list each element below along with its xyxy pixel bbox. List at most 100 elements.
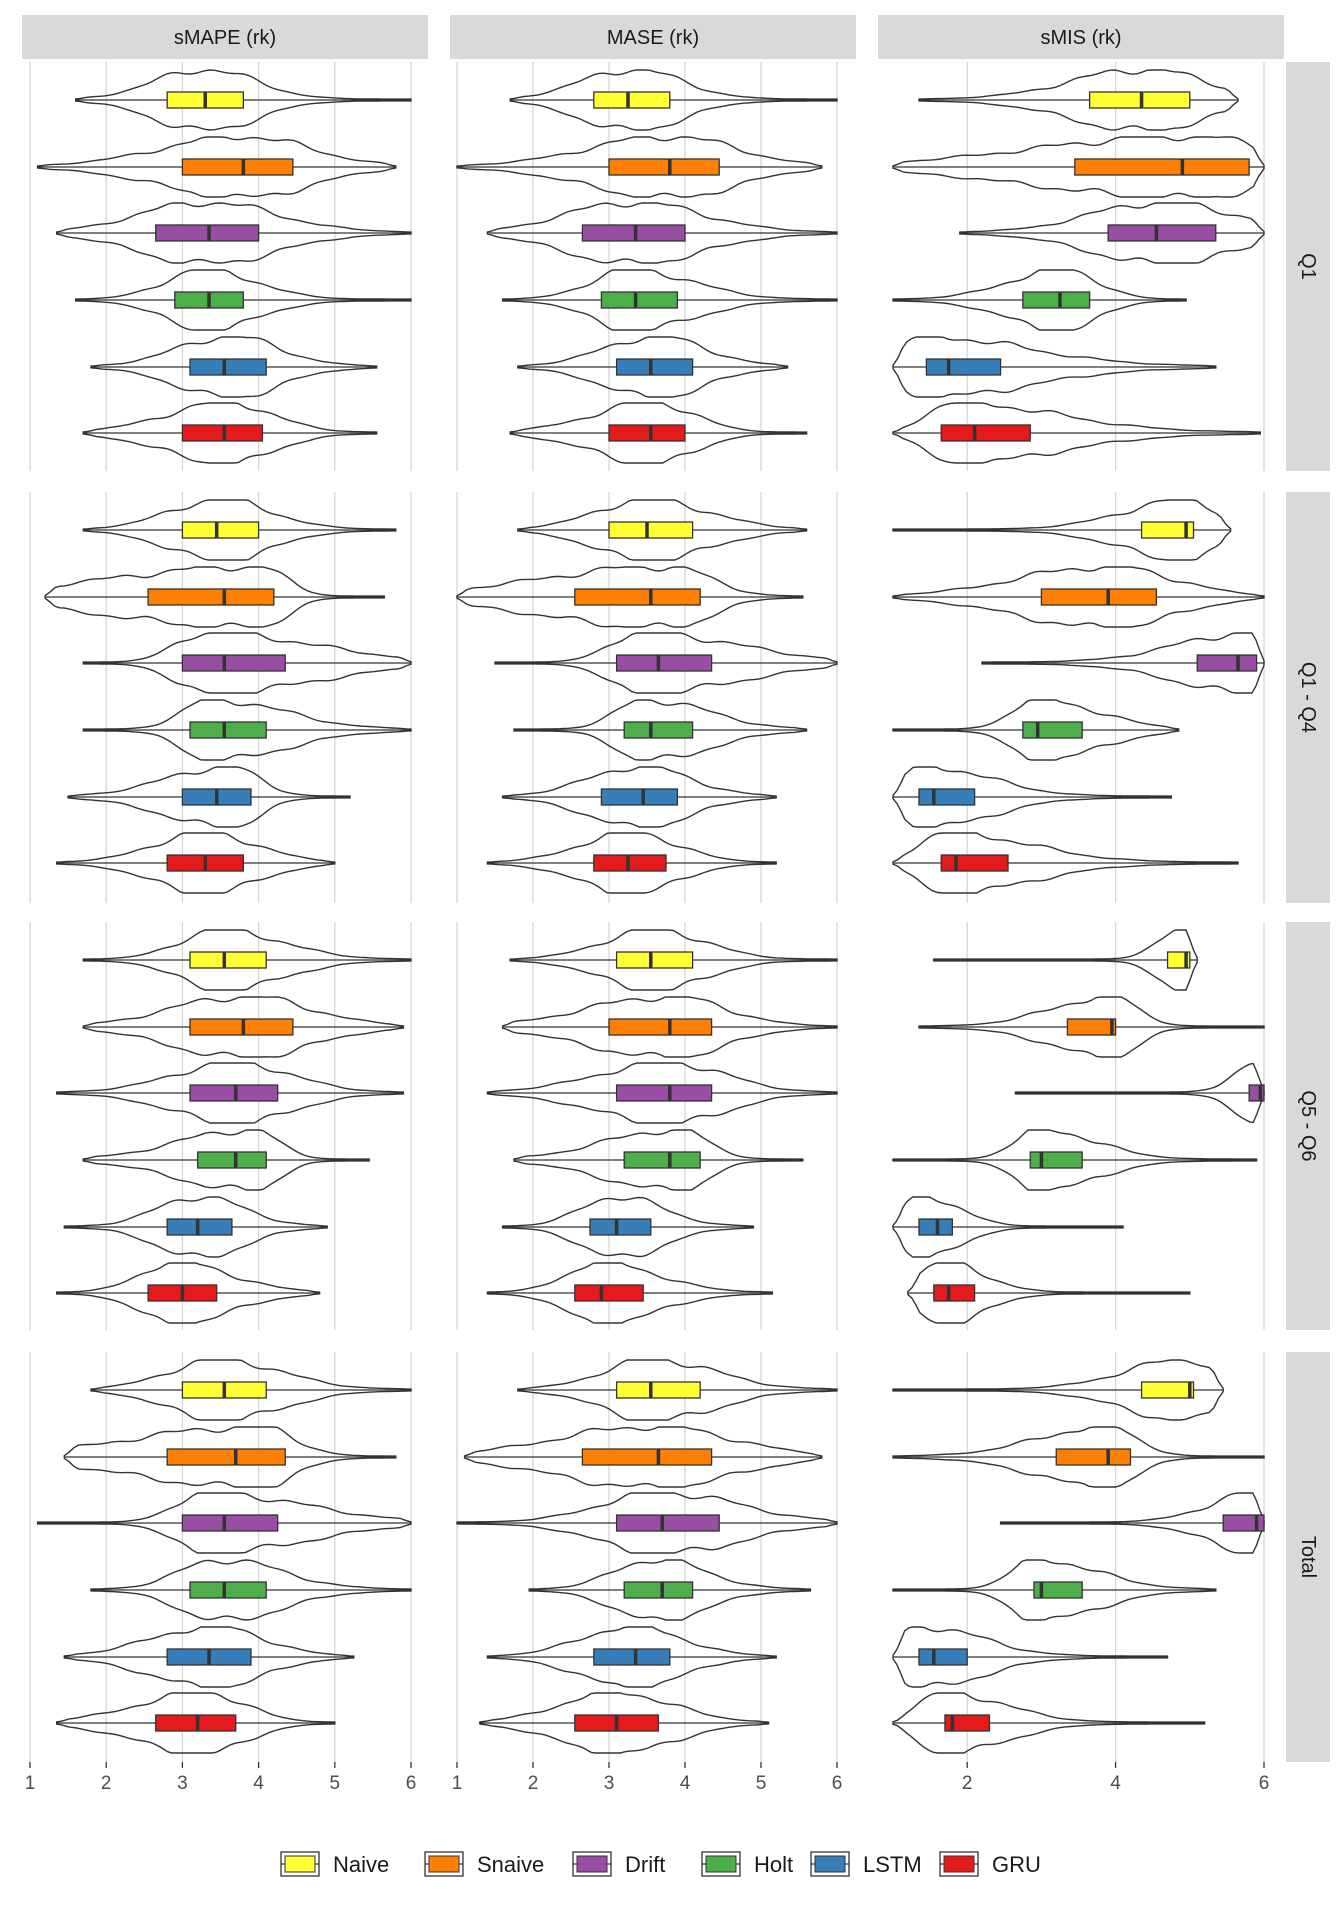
legend-item: Holt <box>701 1851 793 1877</box>
row-strip <box>1286 62 1330 471</box>
panel-background <box>450 62 856 471</box>
violin-shape <box>456 136 823 198</box>
box-body <box>581 1448 713 1466</box>
box-body <box>1022 291 1091 309</box>
box-body <box>940 854 1009 872</box>
facet-panel <box>22 492 428 903</box>
facet-panel <box>878 62 1284 471</box>
box-body <box>933 1284 976 1302</box>
box-body <box>615 1381 701 1399</box>
violin-shape <box>82 632 412 694</box>
violin-shape <box>907 1262 1191 1324</box>
violin-shape <box>90 1359 412 1421</box>
violin-shape <box>959 202 1265 264</box>
legend-swatch <box>705 1855 737 1873</box>
x-tick-label: 6 <box>832 1773 843 1794</box>
x-tick-label: 1 <box>25 1773 36 1794</box>
violin-shape <box>517 1359 838 1421</box>
violin-shape <box>892 832 1239 894</box>
violin-shape <box>892 336 1217 398</box>
legend-swatch <box>943 1855 975 1873</box>
box-body <box>189 1581 267 1599</box>
box-body <box>600 788 679 806</box>
violin-shape <box>933 929 1198 991</box>
row-strip-label: Total <box>1297 1536 1319 1578</box>
violin-shape <box>56 1692 336 1754</box>
violin-shape <box>82 996 405 1058</box>
box-body <box>1040 588 1158 606</box>
column-strip-label: MASE (rk) <box>607 27 699 49</box>
x-tick-label: 1 <box>452 1773 463 1794</box>
violin-shape <box>892 566 1265 628</box>
x-tick-label: 6 <box>1259 1773 1270 1794</box>
x-tick-label: 5 <box>330 1773 341 1794</box>
violin-shape <box>501 766 777 828</box>
facet-panel <box>22 922 428 1330</box>
violin-shape <box>918 996 1265 1058</box>
box-body <box>1074 158 1250 176</box>
violin-shape <box>56 202 412 264</box>
column-strip <box>450 15 856 59</box>
violin-shape <box>456 1492 838 1554</box>
box-body <box>1022 721 1083 739</box>
panel-background <box>878 1352 1284 1762</box>
violin-shape <box>892 269 1187 331</box>
panel-background <box>22 62 428 471</box>
legend-label: Holt <box>754 1852 793 1877</box>
x-tick-label: 4 <box>1110 1773 1121 1794</box>
violin-shape <box>486 1062 838 1124</box>
legend-item: Snaive <box>424 1851 544 1877</box>
violin-shape <box>82 402 378 464</box>
violin-shape <box>513 1129 804 1191</box>
legend-label: Naive <box>333 1852 389 1877</box>
x-tick-label: 4 <box>253 1773 264 1794</box>
column-strip-label: sMIS (rk) <box>1040 27 1121 49</box>
facet-panel <box>450 62 856 471</box>
panel-background <box>22 922 428 1330</box>
violin-shape <box>501 1196 755 1258</box>
box-body <box>1107 224 1217 242</box>
box-body <box>1066 1018 1117 1036</box>
box-body <box>181 424 264 442</box>
box-body <box>940 424 1031 442</box>
legend-item: Naive <box>280 1851 389 1877</box>
violin-shape <box>517 336 789 398</box>
violin-shape <box>36 136 397 198</box>
box-body <box>181 521 260 539</box>
box-body <box>581 224 686 242</box>
box-body <box>589 1218 652 1236</box>
column-strip-label: sMAPE (rk) <box>174 27 276 49</box>
violin-shape <box>82 929 412 991</box>
panel-background <box>878 62 1284 471</box>
box-body <box>189 1018 294 1036</box>
box-body <box>623 1581 694 1599</box>
violin-shape <box>892 1129 1258 1191</box>
box-body <box>1033 1581 1083 1599</box>
violin-shape <box>75 269 412 331</box>
box-body <box>593 1648 671 1666</box>
box-body <box>574 588 701 606</box>
violin-shape <box>528 1559 812 1621</box>
box-body <box>1029 1151 1083 1169</box>
box-body <box>623 721 694 739</box>
violin-shape <box>82 1129 370 1191</box>
violin-shape <box>67 766 351 828</box>
legend-swatch <box>428 1855 460 1873</box>
violin-shape <box>63 1196 328 1258</box>
violin-shape <box>892 1692 1206 1754</box>
violin-shape <box>892 402 1261 464</box>
violin-shape <box>44 566 385 628</box>
violin-shape <box>509 402 808 464</box>
facet-panel <box>450 1352 856 1762</box>
legend-swatch <box>576 1855 608 1873</box>
violin-shape <box>892 499 1232 561</box>
x-tick-label: 2 <box>101 1773 112 1794</box>
violin-shape <box>63 1426 397 1488</box>
box-body <box>615 1084 713 1102</box>
box-body <box>181 158 294 176</box>
legend-label: Snaive <box>477 1852 544 1877</box>
row-strip-label: Q5 - Q6 <box>1297 1090 1319 1161</box>
facet-panel <box>22 62 428 471</box>
violin-shape <box>892 1426 1265 1488</box>
facet-panel <box>878 492 1284 903</box>
